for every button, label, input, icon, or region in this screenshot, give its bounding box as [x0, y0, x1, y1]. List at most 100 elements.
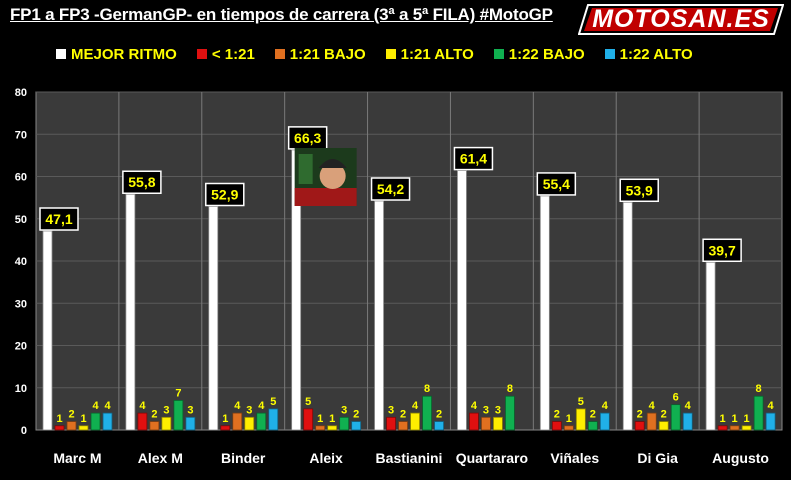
bar-value-label: 5: [270, 396, 276, 408]
logo-text: MOTOSAN.ES: [592, 5, 770, 33]
legend-swatch: [493, 49, 504, 59]
bar-1-6: [551, 421, 562, 431]
category-label: Binder: [221, 450, 266, 466]
y-tick-label: 30: [15, 298, 27, 310]
bar-value-label: 1: [329, 413, 335, 425]
bar-value-label: 1: [56, 413, 62, 425]
bar-4-1: [173, 400, 184, 431]
bar-5-2: [268, 408, 279, 431]
bar-value-label: 4: [92, 400, 99, 412]
y-tick-label: 50: [15, 214, 27, 226]
bar-value-label: 4: [602, 400, 609, 412]
category-label: Quartararo: [456, 450, 528, 466]
bar-4-4: [422, 395, 432, 431]
bar-value-label: 3: [187, 404, 193, 416]
bar-4-3: [339, 416, 350, 431]
bar-1-3: [303, 408, 314, 431]
best-pace-label: 55,8: [128, 174, 155, 190]
legend: MEJOR RITMO < 1:21 1:21 BAJO 1:21 ALTO 1:22 …: [56, 44, 713, 64]
category-label: Alex M: [138, 450, 183, 466]
bar-2-2: [232, 412, 243, 431]
bar-4-8: [753, 395, 764, 431]
best-pace-label: 66,3: [294, 130, 321, 146]
legend-label: MEJOR RITMO: [71, 45, 177, 63]
bar-4-6: [587, 421, 598, 431]
best-pace-box: [370, 177, 411, 201]
category-label: Bastianini: [376, 450, 443, 466]
legend-item-2: 1:21 BAJO: [274, 45, 366, 63]
bar-4-7: [670, 404, 681, 431]
bar-1-1: [137, 412, 148, 431]
bar-3-0: [78, 425, 89, 431]
y-tick-label: 20: [15, 341, 27, 353]
bar-value-label: 4: [685, 400, 692, 412]
bar-value-label: 2: [590, 409, 596, 421]
bar-4-5: [505, 395, 515, 431]
bar-value-label: 5: [578, 396, 584, 408]
legend-label: 1:21 BAJO: [289, 45, 366, 63]
bar-value-label: 1: [744, 413, 750, 425]
bar-0-8: [705, 261, 716, 431]
best-pace-label: 39,7: [708, 242, 735, 258]
y-tick-label: 80: [15, 87, 27, 99]
legend-item-5: 1:22 ALTO: [604, 46, 693, 63]
y-tick-label: 40: [15, 256, 27, 268]
bar-0-6: [539, 195, 550, 431]
bar-1-7: [634, 421, 645, 431]
bar-value-label: 4: [139, 400, 146, 412]
bar-value-label: 8: [756, 383, 762, 395]
best-pace-box: [39, 207, 79, 231]
bar-value-label: 1: [566, 413, 572, 425]
bar-value-label: 2: [353, 409, 359, 421]
bar-value-label: 2: [661, 409, 667, 421]
bar-1-2: [220, 425, 231, 431]
bar-value-label: 8: [424, 383, 430, 395]
bar-1-5: [469, 412, 479, 431]
category-label: Marc M: [53, 450, 101, 466]
bar-value-label: 6: [673, 392, 679, 404]
y-tick-label: 60: [15, 172, 27, 184]
legend-label: 1:22 BAJO: [508, 45, 585, 63]
bar-value-label: 2: [151, 409, 157, 421]
bar-0-4: [374, 200, 384, 431]
bar-value-label: 4: [258, 400, 265, 412]
bar-2-4: [398, 421, 408, 431]
bar-1-0: [54, 425, 65, 431]
chart-title: FP1 a FP3 -GermanGP- en tiempos de carre…: [10, 5, 553, 24]
best-pace-box: [205, 182, 245, 207]
category-label: Aleix: [309, 450, 343, 466]
best-pace-label: 55,4: [543, 176, 570, 192]
bar-value-label: 2: [436, 409, 442, 421]
best-pace-box: [453, 146, 494, 171]
bar-value-label: 3: [246, 404, 252, 416]
bar-0-5: [457, 170, 467, 431]
legend-swatch: [56, 49, 66, 59]
legend-swatch: [385, 49, 396, 59]
bar-value-label: 7: [175, 387, 181, 399]
bar-3-7: [658, 421, 669, 431]
legend-item-3: 1:21 ALTO: [385, 46, 474, 63]
bar-value-label: 3: [495, 404, 501, 416]
bar-3-4: [410, 412, 420, 431]
y-tick-label: 0: [21, 425, 27, 437]
bar-2-0: [66, 421, 77, 431]
bar-value-label: 3: [388, 404, 394, 416]
legend-swatch: [604, 49, 615, 59]
legend-label: < 1:21: [211, 45, 255, 63]
category-label: Augusto: [712, 450, 769, 466]
bar-0-7: [622, 201, 633, 431]
best-pace-label: 52,9: [211, 186, 238, 202]
bar-value-label: 1: [720, 413, 726, 425]
bar-0-1: [125, 193, 136, 431]
bar-4-0: [90, 412, 101, 431]
legend-swatch: [274, 49, 285, 59]
bar-value-label: 4: [768, 400, 775, 412]
bar-2-7: [646, 412, 657, 431]
bar-2-1: [149, 421, 160, 431]
bar-value-label: 2: [400, 409, 406, 421]
bar-3-8: [741, 425, 752, 431]
bar-value-label: 1: [80, 413, 86, 425]
bar-5-0: [102, 412, 113, 431]
bar-0-0: [42, 230, 53, 431]
category-label: Di Gia: [637, 450, 678, 466]
